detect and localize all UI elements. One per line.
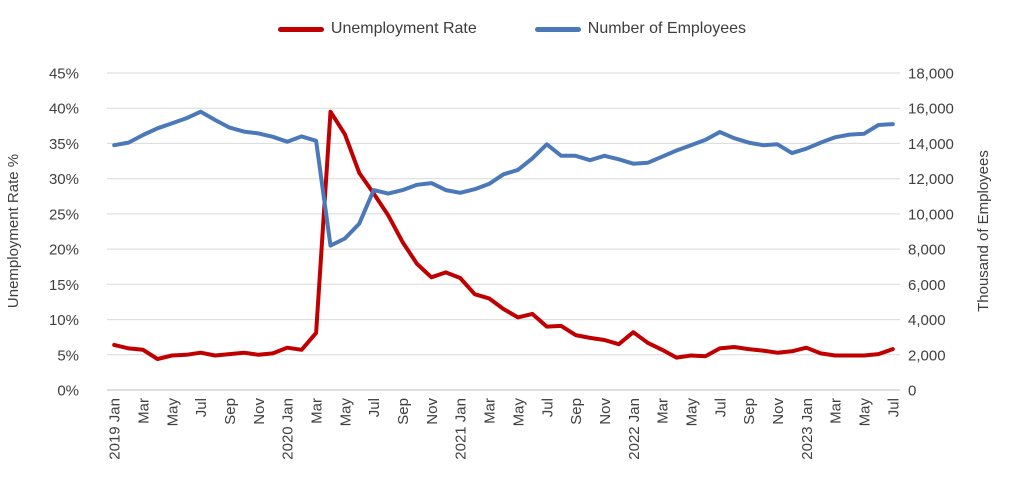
unemployment-rate-line-swatch (277, 26, 324, 32)
legend-item-employees: Number of Employees (534, 20, 747, 37)
x-axis-tick-label: Jul (712, 398, 729, 417)
x-axis-tick-label: Jul (366, 398, 383, 417)
right-axis-tick-label: 4,000 (908, 312, 946, 329)
right-axis-tick-label: 6,000 (908, 277, 946, 294)
x-axis-tick-label: 2021 Jan (453, 398, 470, 460)
x-axis-tick-label: Mar (136, 398, 153, 424)
x-axis-tick-label: 2022 Jan (626, 398, 643, 460)
right-axis-tick-label: 8,000 (908, 242, 946, 259)
x-axis-tick-label: Sep (568, 398, 585, 425)
x-axis-tick-label: 2019 Jan (107, 398, 124, 460)
right-axis-tick-label: 16,000 (908, 101, 954, 118)
left-axis-tick-label: 35% (49, 136, 79, 153)
right-axis-title: Thousand of Employees (975, 150, 992, 312)
x-axis-tick-label: May (857, 398, 874, 427)
legend-label-employees: Number of Employees (587, 20, 747, 37)
left-axis-tick-label: 5% (57, 347, 79, 364)
x-axis-tick-label: Mar (655, 398, 672, 424)
x-axis-tick-label: Mar (309, 398, 326, 424)
employees-line-swatch (534, 26, 581, 32)
x-axis-tick-label: Nov (251, 398, 268, 425)
left-axis-tick-label: 20% (49, 242, 79, 259)
left-axis-tick-label: 30% (49, 171, 79, 188)
x-axis-tick-label: Sep (741, 398, 758, 425)
left-axis-tick-label: 0% (57, 383, 79, 400)
x-axis-tick-label: Sep (395, 398, 412, 425)
right-axis-tick-label: 18,000 (908, 66, 954, 83)
employees-line (112, 109, 895, 248)
left-axis-tick-label: 40% (49, 101, 79, 118)
right-axis-tick-label: 12,000 (908, 171, 954, 188)
x-axis-tick-label: Mar (828, 398, 845, 424)
x-axis-tick-label: May (337, 398, 354, 427)
left-axis-tick-label: 15% (49, 277, 79, 294)
x-axis-tick-label: May (683, 398, 700, 427)
unemployment-rate-line (112, 109, 895, 361)
right-axis-tick-label: 2,000 (908, 347, 946, 364)
left-axis-tick-label: 25% (49, 206, 79, 223)
x-axis-tick-label: Nov (770, 398, 787, 425)
left-axis-tick-label: 10% (49, 312, 79, 329)
x-axis-tick-label: Sep (222, 398, 239, 425)
legend: Unemployment Rate Number of Employees (0, 21, 1024, 37)
x-axis-tick-label: Jul (885, 398, 902, 417)
right-axis-tick-label: 14,000 (908, 136, 954, 153)
series-lines (112, 109, 895, 361)
right-axis-tick-label: 10,000 (908, 206, 954, 223)
left-axis-tick-labels: 0% 5% 10% 15% 20% 25% 30% 35% 40% 45% (49, 66, 79, 400)
gridlines (107, 72, 900, 391)
legend-item-unemployment-rate: Unemployment Rate (277, 20, 477, 37)
x-axis-tick-label: Jul (193, 398, 210, 417)
x-axis-tick-labels: 2019 Jan Mar May Jul Sep Nov 2020 Jan Mar May Jul… (107, 398, 903, 460)
x-axis-tick-label: 2020 Jan (280, 398, 297, 460)
x-axis-tick-label: Nov (424, 398, 441, 425)
x-axis-tick-label: May (164, 398, 181, 427)
x-axis-tick-label: Nov (597, 398, 614, 425)
x-axis-tick-label: May (510, 398, 527, 427)
right-axis-tick-labels: 0 2,000 4,000 6,000 8,000 10,000 12,000 14,000 1… (908, 66, 954, 400)
x-axis-tick-label: Mar (482, 398, 499, 424)
left-axis-tick-label: 45% (49, 66, 79, 83)
legend-label-unemployment-rate: Unemployment Rate (330, 20, 477, 37)
x-axis-tick-label: 2023 Jan (799, 398, 816, 460)
right-axis-tick-label: 0 (908, 383, 916, 400)
x-axis-tick-label: Jul (539, 398, 556, 417)
left-axis-title: Unemployment Rate % (5, 154, 22, 308)
